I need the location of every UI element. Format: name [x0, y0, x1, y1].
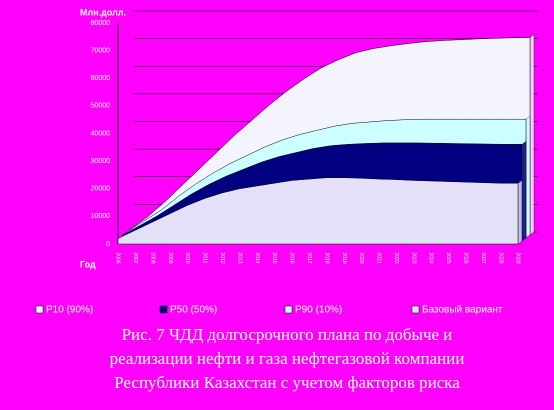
legend-label: P10 (90%): [46, 305, 93, 316]
y-tick-label: 50000: [91, 103, 111, 110]
x-tick-label: 2006: [115, 252, 121, 263]
area-side: [529, 34, 535, 236]
x-tick-label: 2009: [167, 252, 173, 263]
area-side: [521, 140, 527, 242]
legend-label: P50 (50%): [170, 305, 217, 316]
caption-line: реализации нефти и газа нефтегазовой ком…: [110, 349, 465, 368]
area-side: [517, 179, 523, 245]
x-axis-label: Год: [80, 259, 96, 269]
y-tick-label: 10000: [91, 213, 111, 220]
x-tick-label: 2026: [462, 252, 468, 263]
x-tick-label: 2019: [341, 252, 347, 263]
area: [117, 177, 519, 245]
x-tick-label: 2017: [306, 252, 312, 263]
x-tick-label: 2022: [393, 252, 399, 263]
x-tick-label: 2007: [132, 252, 138, 263]
y-axis-label: Млн.долл.: [80, 7, 126, 17]
x-tick-label: 2020: [358, 252, 364, 263]
y-tick-label: 30000: [91, 158, 111, 165]
x-tick-label: 2029: [515, 252, 521, 263]
y-tick-label: 80000: [91, 20, 111, 27]
y-tick-label: 40000: [91, 130, 111, 137]
legend-swatch: [284, 305, 293, 314]
x-tick-label: 2015: [271, 252, 277, 263]
legend-label: P90 (10%): [295, 305, 342, 316]
legend-swatch: [411, 305, 420, 314]
x-tick-label: 2008: [149, 252, 155, 263]
caption-line: Республики Казахстан с учетом факторов р…: [114, 373, 460, 392]
x-tick-label: 2012: [219, 252, 225, 263]
y-tick-label: 70000: [91, 47, 111, 54]
plot-area: 0 10000 20000 30000 40000 50000 60000 70000 8000…: [91, 10, 538, 264]
x-tick-label: 2024: [428, 252, 434, 263]
area-side: [525, 115, 531, 239]
y-tick-label: 20000: [91, 186, 111, 193]
x-tick-label: 2016: [289, 252, 295, 263]
legend: P10 (90%) P50 (50%) P90 (10%) Базовый вариа…: [35, 305, 503, 316]
x-tick-label: 2027: [480, 252, 486, 263]
legend-label: Базовый вариант: [422, 305, 503, 316]
legend-swatch: [159, 305, 168, 314]
caption-line: Рис. 7 ЧДД долгосрочного плана по добыче…: [122, 325, 453, 344]
caption: Рис. 7 ЧДД долгосрочного плана по добыче…: [110, 325, 465, 392]
y-tick-label: 0: [106, 241, 110, 248]
legend-swatch: [35, 305, 44, 314]
x-tick-label: 2014: [254, 252, 260, 263]
x-tick-label: 2025: [445, 252, 451, 263]
x-tick-label: 2013: [236, 252, 242, 263]
x-tick-label: 2018: [323, 252, 329, 263]
x-tick-label: 2011: [202, 253, 208, 264]
y-tick-label: 60000: [91, 75, 111, 82]
x-tick-label: 2021: [376, 252, 382, 263]
x-tick-label: 2028: [497, 252, 503, 263]
x-tick-label: 2010: [184, 252, 190, 263]
x-tick-label: 2023: [410, 252, 416, 263]
